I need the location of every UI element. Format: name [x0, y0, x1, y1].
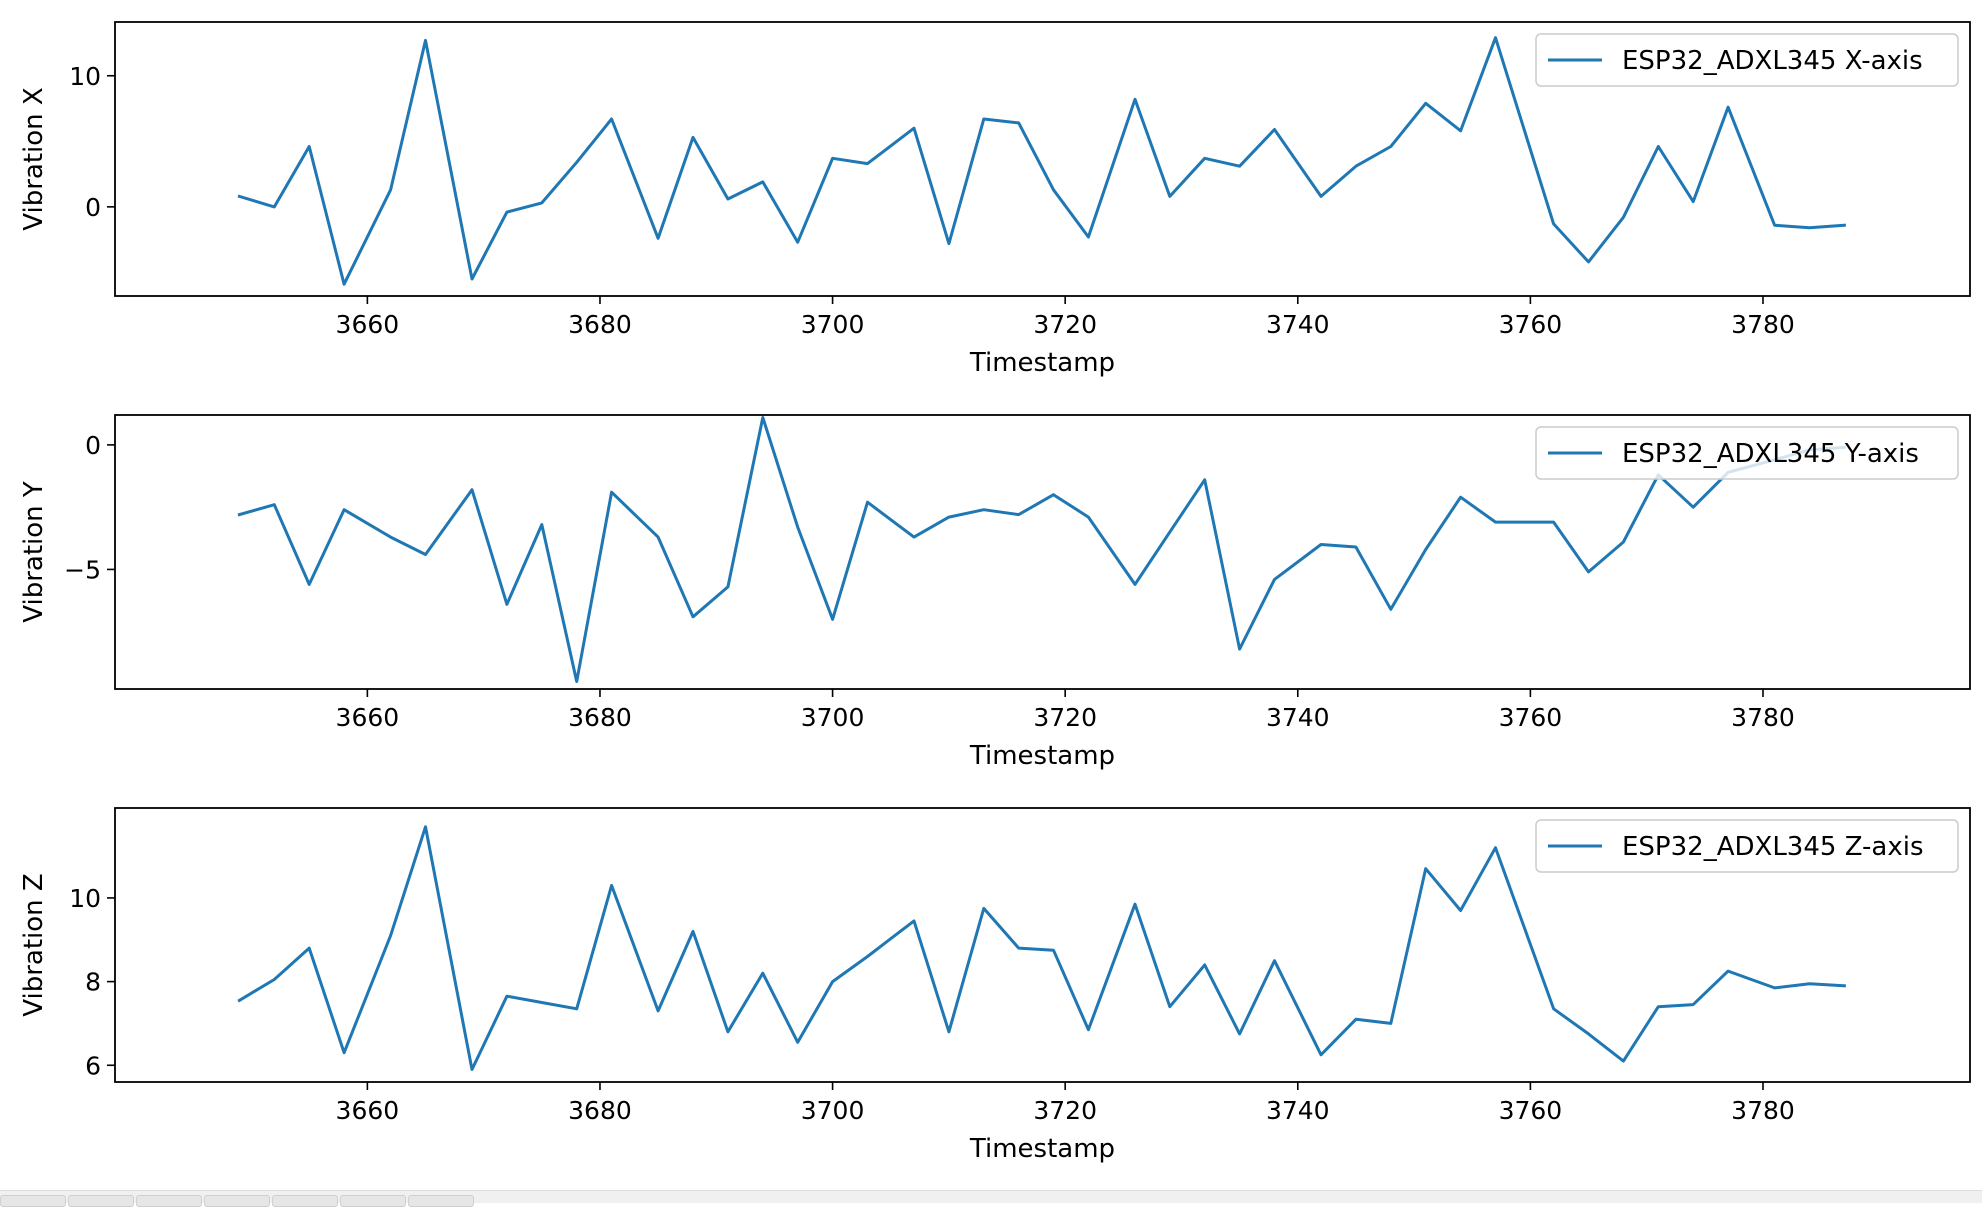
subplot-1: 3660 3680 3700 3720 3740 3760 3780 0 10 Timestamp…	[19, 21, 1971, 378]
subplot-3: 3660 3680 3700 3720 3740 3760 3780 6 8 10 Timestam…	[19, 807, 1971, 1164]
configure-button[interactable]	[340, 1195, 406, 1207]
x-axis-label: Timestamp	[969, 1134, 1115, 1164]
y-tick-label: 8	[85, 968, 101, 997]
y-tick-label: 10	[69, 884, 101, 913]
forward-button[interactable]	[136, 1195, 202, 1207]
x-tick-label: 3680	[568, 310, 632, 339]
series-line-3-1	[237, 825, 1846, 1071]
legend-1: ESP32_ADXL345 X-axis	[1535, 33, 1959, 87]
y-tick-label: 6	[85, 1051, 101, 1080]
zoom-button[interactable]	[272, 1195, 338, 1207]
legend-box	[1535, 819, 1959, 873]
subplot-2: 3660 3680 3700 3720 3740 3760 3780 −5 0 Timestamp…	[19, 414, 1971, 771]
toolbar	[0, 1190, 1982, 1207]
x-tick-label: 3700	[801, 703, 865, 732]
legend-3: ESP32_ADXL345 Z-axis	[1535, 819, 1959, 873]
legend-box	[1535, 33, 1959, 87]
legend-label: ESP32_ADXL345 X-axis	[1622, 46, 1923, 76]
x-tick-label: 3740	[1266, 310, 1330, 339]
series-line-2-1	[237, 416, 1847, 683]
back-button[interactable]	[68, 1195, 134, 1207]
y-tick-label: 0	[85, 431, 101, 460]
y-axis-label: Vibration Z	[19, 873, 49, 1016]
axes-frame-2	[114, 414, 1971, 690]
x-tick-label: 3660	[336, 1096, 400, 1125]
y-axis-label: Vibration X	[19, 87, 49, 230]
legend-box	[1535, 426, 1959, 480]
y-tick-label: 10	[69, 62, 101, 91]
x-tick-label: 3720	[1033, 703, 1097, 732]
x-tick-label: 3660	[336, 703, 400, 732]
pan-button[interactable]	[204, 1195, 270, 1207]
x-tick-label: 3720	[1033, 310, 1097, 339]
x-tick-label: 3700	[801, 310, 865, 339]
x-tick-label: 3680	[568, 703, 632, 732]
y-axis-label: Vibration Y	[19, 481, 49, 623]
x-tick-label: 3760	[1499, 703, 1563, 732]
home-button[interactable]	[0, 1195, 66, 1207]
x-axis-label: Timestamp	[969, 741, 1115, 771]
x-tick-label: 3760	[1499, 1096, 1563, 1125]
x-tick-label: 3760	[1499, 310, 1563, 339]
x-tick-label: 3780	[1731, 1096, 1795, 1125]
x-tick-label: 3740	[1266, 1096, 1330, 1125]
y-tick-label: 0	[85, 193, 101, 222]
axes-frame-1	[114, 21, 1971, 297]
legend-2: ESP32_ADXL345 Y-axis	[1535, 426, 1959, 480]
save-button[interactable]	[408, 1195, 474, 1207]
x-axis-label: Timestamp	[969, 348, 1115, 378]
x-tick-label: 3780	[1731, 703, 1795, 732]
x-tick-label: 3740	[1266, 703, 1330, 732]
legend-label: ESP32_ADXL345 Z-axis	[1622, 832, 1924, 862]
x-tick-label: 3660	[336, 310, 400, 339]
legend-label: ESP32_ADXL345 Y-axis	[1622, 439, 1919, 469]
x-tick-label: 3780	[1731, 310, 1795, 339]
x-tick-label: 3700	[801, 1096, 865, 1125]
x-tick-label: 3720	[1033, 1096, 1097, 1125]
series-line-1-1	[237, 36, 1847, 286]
y-tick-label: −5	[64, 555, 101, 584]
axes-frame-3	[114, 807, 1971, 1083]
x-tick-label: 3680	[568, 1096, 632, 1125]
